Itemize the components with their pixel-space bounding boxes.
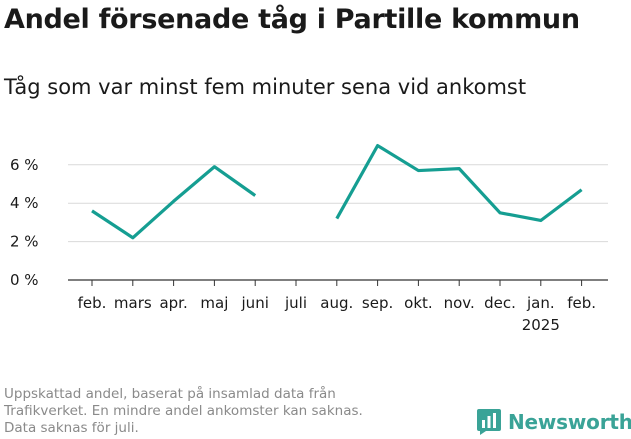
chart-subtitle: Tåg som var minst fem minuter sena vid a… [4,75,527,99]
bar-chart-speech-icon [477,409,501,435]
series-line-segment [91,165,257,240]
series-lines [91,144,583,240]
x-axis-ticks: feb. mars apr. maj juni juli aug. sep. okt. nov. d… [78,280,596,334]
brand-logo: Newsworthy [476,408,631,436]
x-tick-label: okt. [404,294,433,312]
x-tick-label: sep. [362,294,393,312]
brand-name: Newsworthy [508,410,631,434]
x-tick-label: jan. [526,294,555,312]
chart-title: Andel försenade tåg i Partille kommun [4,4,580,35]
grid-lines [68,164,608,281]
line-chart: 0 % 2 % 4 % 6 % feb. mars apr. maj juni juli aug.… [10,144,608,334]
source-note-line-3: Data saknas för juli. [4,420,139,436]
x-tick-label: juni [241,294,269,312]
x-tick-label: feb. [567,294,596,312]
source-note-line-2: Trafikverket. En mindre andel ankomster … [4,403,363,419]
series-line-segment [335,144,583,223]
source-note-line-1: Uppskattad andel, baserat på insamlad da… [4,386,336,402]
x-tick-label: dec. [484,294,516,312]
x-tick-label: mars [114,294,152,312]
y-tick-label: 0 % [10,271,39,289]
y-tick-label: 6 % [10,156,39,174]
y-tick-label: 4 % [10,194,39,212]
x-tick-label: nov. [444,294,475,312]
x-tick-label: juli [284,294,307,312]
y-tick-label: 2 % [10,233,39,251]
x-tick-label: aug. [320,294,353,312]
x-tick-label: maj [200,294,228,312]
y-axis-ticks: 0 % 2 % 4 % 6 % [10,156,39,289]
x-tick-label: apr. [159,294,187,312]
x-tick-label: feb. [78,294,107,312]
source-note: Uppskattad andel, baserat på insamlad da… [4,386,424,437]
x-tick-sublabel: 2025 [522,316,560,334]
